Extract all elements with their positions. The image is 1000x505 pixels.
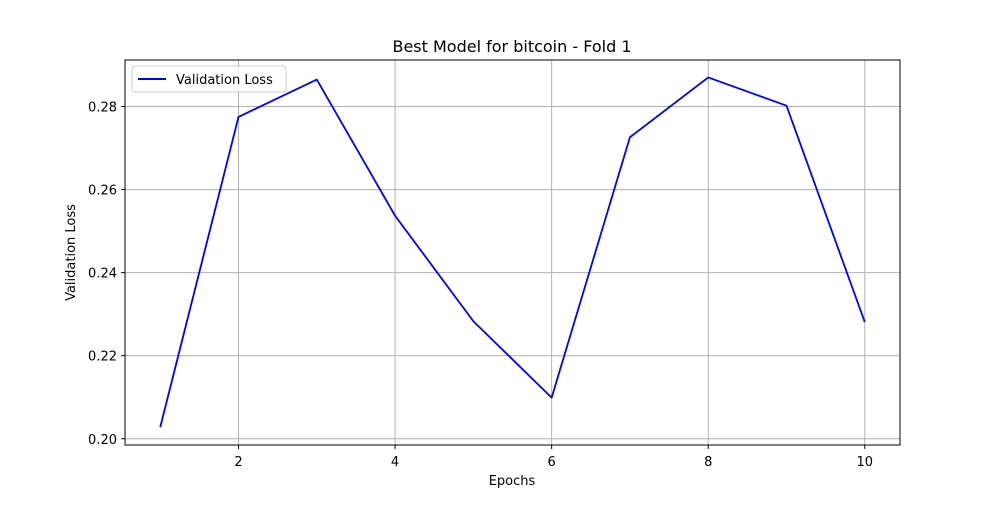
series-line-validation-loss xyxy=(159,76,866,428)
chart-title: Best Model for bitcoin - Fold 1 xyxy=(392,37,631,56)
y-tick-label: 0.26 xyxy=(88,184,117,199)
legend: Validation Loss xyxy=(131,65,287,93)
y-axis-label: Validation Loss xyxy=(64,204,79,301)
x-tick-label: 4 xyxy=(391,455,399,470)
x-tick-label: 10 xyxy=(856,455,873,470)
grid xyxy=(125,60,900,445)
y-tick-label: 0.20 xyxy=(88,433,117,448)
x-axis-ticks: 2 4 6 8 10 xyxy=(234,445,873,470)
x-axis-label: Epochs xyxy=(489,474,536,489)
y-tick-label: 0.24 xyxy=(88,267,117,282)
legend-box xyxy=(131,65,287,93)
legend-label-validation-loss: Validation Loss xyxy=(176,73,273,88)
x-tick-label: 8 xyxy=(704,455,712,470)
x-tick-label: 6 xyxy=(548,455,556,470)
y-tick-label: 0.28 xyxy=(88,101,117,116)
plot-frame xyxy=(124,59,901,446)
y-axis-ticks: 0.20 0.22 0.24 0.26 0.28 xyxy=(88,101,125,448)
y-tick-label: 0.22 xyxy=(88,350,117,365)
x-tick-label: 2 xyxy=(234,455,242,470)
series-layer xyxy=(159,76,866,428)
